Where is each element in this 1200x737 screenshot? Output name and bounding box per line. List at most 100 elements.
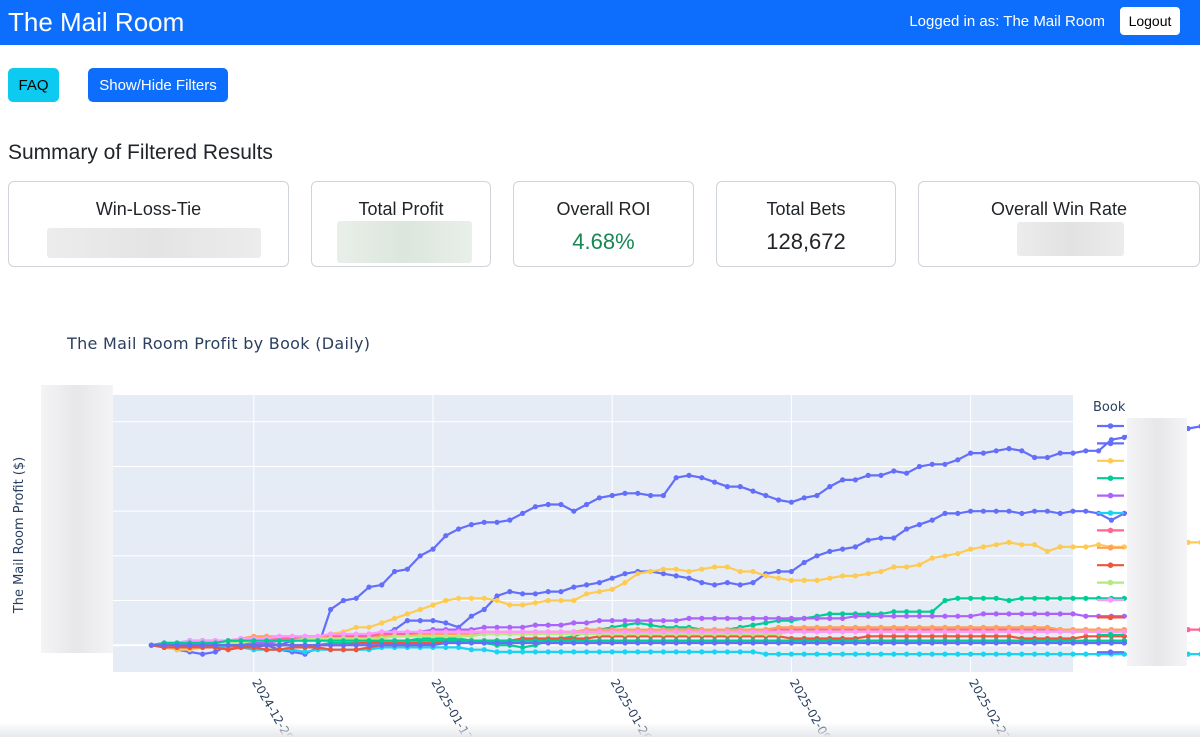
logout-button[interactable]: Logout (1120, 7, 1180, 35)
show-hide-filters-button[interactable]: Show/Hide Filters (88, 68, 228, 102)
data-point (993, 640, 999, 646)
data-point (225, 647, 231, 653)
data-point (852, 624, 859, 630)
data-point (801, 651, 807, 657)
data-point (520, 649, 526, 655)
data-point (1057, 611, 1063, 617)
overall-roi-value: 4.68% (572, 229, 635, 254)
data-point (686, 472, 692, 478)
data-point (942, 640, 948, 646)
data-point (776, 575, 782, 581)
legend-item[interactable] (1097, 649, 1124, 655)
data-point (558, 629, 564, 635)
data-point (1019, 651, 1025, 657)
data-point (379, 620, 385, 626)
plot-area (113, 395, 1073, 672)
redacted-value (337, 221, 472, 263)
data-point (584, 582, 590, 588)
data-point (481, 595, 487, 601)
data-point (712, 649, 718, 655)
data-point (622, 580, 628, 586)
data-point (1057, 450, 1063, 456)
data-point (763, 573, 769, 579)
data-point (814, 624, 820, 630)
legend-item[interactable] (1097, 475, 1124, 482)
data-point (955, 613, 961, 619)
data-point (532, 504, 539, 510)
data-point (507, 589, 513, 595)
legend-item[interactable] (1097, 614, 1124, 621)
legend-item[interactable] (1097, 597, 1124, 603)
data-point (481, 624, 487, 630)
data-point (980, 651, 987, 657)
data-point (980, 611, 987, 617)
data-point (417, 553, 423, 559)
legend-item[interactable] (1097, 423, 1124, 429)
data-point (724, 649, 731, 655)
data-point (712, 640, 718, 646)
data-point (456, 595, 462, 601)
brand-title[interactable]: The Mail Room (8, 7, 185, 37)
data-point (392, 638, 398, 644)
data-point (1083, 508, 1089, 514)
data-point (686, 629, 692, 635)
data-point (532, 591, 539, 597)
data-point (1096, 640, 1102, 646)
data-point (968, 633, 974, 639)
data-point (660, 640, 667, 646)
bottom-edge (0, 722, 1200, 737)
data-point (929, 633, 935, 639)
series-13 (148, 640, 1140, 648)
legend-item[interactable] (1097, 632, 1124, 638)
legend-item[interactable] (1097, 579, 1124, 586)
data-point (1057, 640, 1063, 646)
legend-item[interactable] (1097, 545, 1124, 551)
data-point (622, 618, 628, 624)
legend-marker (1107, 579, 1114, 586)
data-point (340, 642, 346, 648)
legend-item[interactable] (1097, 458, 1124, 464)
data-point (328, 647, 334, 653)
data-point (750, 649, 756, 655)
legend-item[interactable] (1097, 492, 1124, 499)
data-point (545, 597, 551, 604)
data-point (980, 640, 987, 646)
data-point (571, 640, 577, 646)
data-point (1083, 633, 1089, 639)
data-point (430, 638, 436, 644)
data-point (686, 640, 692, 646)
legend-item[interactable] (1097, 562, 1124, 568)
data-point (1057, 651, 1063, 657)
data-point (788, 651, 795, 657)
data-point (801, 495, 807, 501)
data-point (814, 615, 820, 622)
legend-item[interactable] (1097, 527, 1124, 534)
data-point (1006, 633, 1012, 639)
data-point (942, 461, 948, 467)
data-point (494, 597, 500, 604)
faq-button[interactable]: FAQ (8, 68, 59, 102)
data-point (571, 649, 577, 655)
legend-marker (1107, 649, 1114, 655)
data-point (993, 651, 999, 657)
legend-item[interactable] (1097, 510, 1124, 516)
data-point (353, 595, 359, 601)
data-point (776, 497, 782, 503)
data-point (1019, 629, 1025, 635)
data-point (417, 629, 423, 635)
data-point (1083, 640, 1089, 646)
data-point (1121, 629, 1127, 635)
data-point (801, 624, 807, 630)
data-point (315, 638, 321, 644)
legend-marker (1107, 475, 1114, 482)
data-point (1032, 640, 1038, 646)
data-point (494, 640, 500, 646)
data-point (737, 484, 743, 490)
data-point (468, 522, 474, 528)
data-point (763, 651, 769, 657)
data-point (840, 477, 846, 483)
data-point (596, 640, 603, 646)
data-point (443, 629, 449, 635)
legend-item[interactable] (1097, 440, 1124, 447)
data-point (942, 624, 948, 630)
